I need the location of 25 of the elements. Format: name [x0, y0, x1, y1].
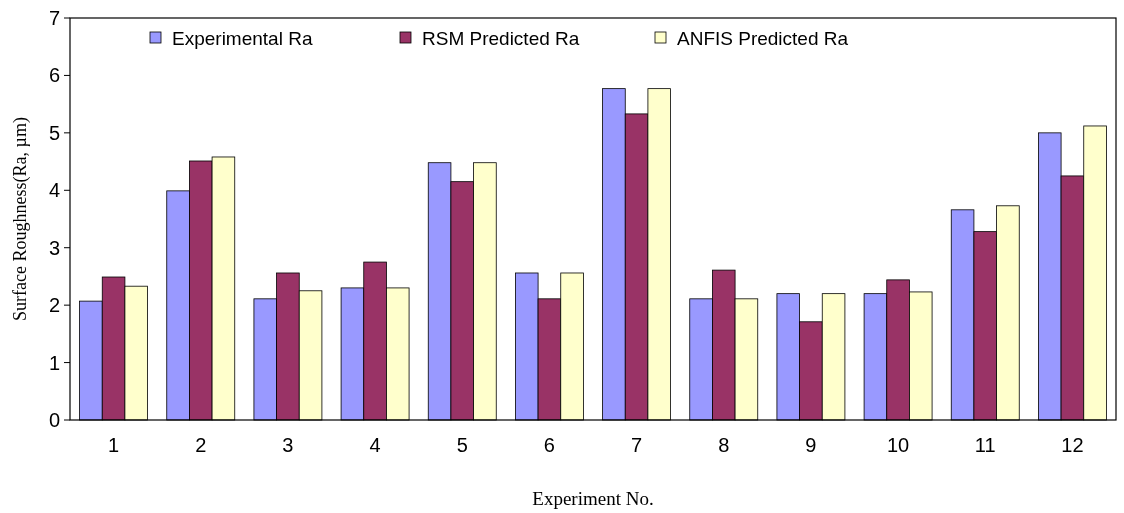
x-tick-label: 11: [974, 434, 996, 456]
x-tick-label: 5: [456, 434, 468, 456]
y-tick-label: 7: [48, 7, 60, 29]
y-tick-label: 3: [48, 236, 60, 259]
x-tick-label: 6: [543, 434, 555, 456]
legend-label: ANFIS Predicted Ra: [677, 27, 849, 49]
y-tick-label: 5: [48, 121, 60, 144]
legend-label: Experimental Ra: [172, 27, 313, 49]
y-tick-label: 0: [48, 409, 60, 431]
x-tick-label: 8: [718, 434, 730, 456]
x-tick-label: 1: [108, 434, 120, 456]
y-tick-label: 4: [48, 179, 60, 202]
x-axis-title: Experiment No.: [532, 488, 654, 509]
legend-label: RSM Predicted Ra: [422, 27, 580, 49]
x-tick-label: 2: [195, 434, 207, 456]
x-tick-label: 7: [631, 434, 643, 456]
y-tick-label: 1: [48, 351, 60, 374]
x-tick-label: 3: [282, 434, 294, 456]
x-tick-label: 4: [369, 434, 381, 456]
x-tick-label: 12: [1061, 434, 1084, 456]
y-axis-title: Surface Roughness(Ra, µm): [10, 117, 31, 321]
x-tick-label: 9: [805, 434, 817, 456]
y-tick-label: 6: [48, 64, 60, 87]
y-tick-label: 2: [48, 294, 60, 317]
x-tick-label: 10: [886, 434, 910, 456]
